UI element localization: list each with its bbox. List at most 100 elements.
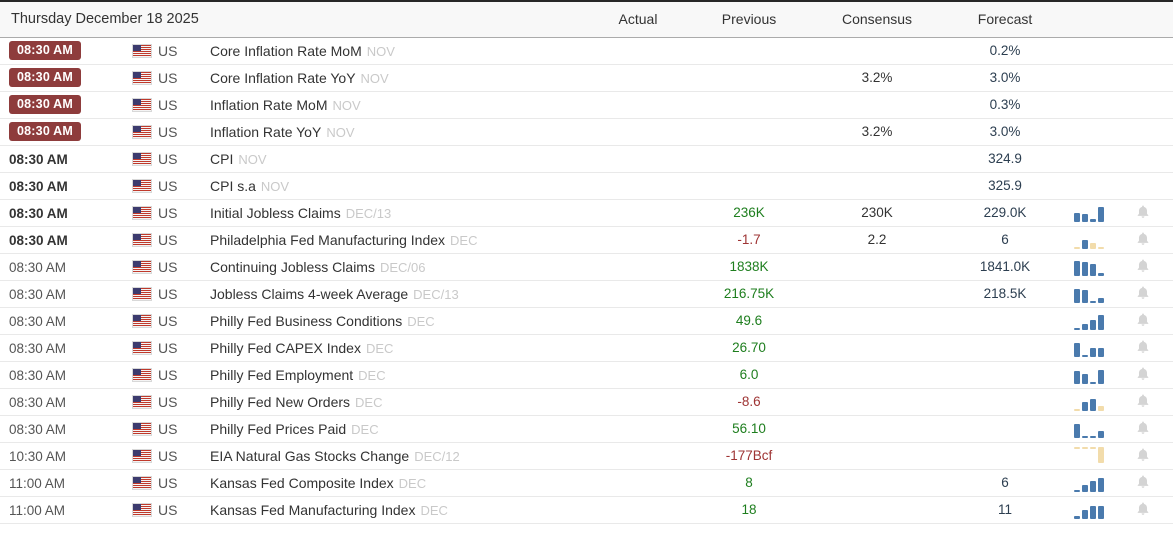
forecast-value[interactable]: 1841.0K <box>944 253 1067 281</box>
previous-value[interactable]: 6.0 <box>688 361 811 389</box>
event-name-link[interactable]: Philadelphia Fed Manufacturing Index <box>210 231 446 248</box>
event-name-link[interactable]: Philly Fed Employment <box>210 366 354 383</box>
previous-value[interactable]: 26.70 <box>688 334 811 362</box>
chart-bar <box>1074 489 1081 492</box>
forecast-value-text[interactable]: 324.9 <box>988 151 1022 166</box>
forecast-value[interactable]: 324.9 <box>944 145 1067 173</box>
chart-cell <box>1066 199 1113 227</box>
bell-icon[interactable] <box>1136 474 1150 489</box>
event-name-link[interactable]: Initial Jobless Claims <box>210 204 341 221</box>
bell-icon[interactable] <box>1136 231 1150 246</box>
previous-value[interactable]: -177Bcf <box>688 442 811 470</box>
event-name-link[interactable]: Inflation Rate MoM <box>210 96 328 113</box>
previous-value[interactable]: 56.10 <box>688 415 811 443</box>
previous-value[interactable]: 8 <box>688 469 811 497</box>
previous-value-text[interactable]: 8 <box>745 475 753 490</box>
calendar-row: 08:30 AM US Jobless Claims 4-week Average D… <box>0 280 1173 308</box>
mini-bar-chart-icon[interactable] <box>1074 474 1105 492</box>
forecast-value[interactable]: 229.0K <box>944 199 1067 227</box>
event-name-link[interactable]: Inflation Rate YoY <box>210 123 322 140</box>
event-name-link[interactable]: Philly Fed Business Conditions <box>210 312 403 329</box>
forecast-value[interactable]: 0.2% <box>944 37 1067 65</box>
forecast-value-text[interactable]: 229.0K <box>983 205 1027 220</box>
bell-icon[interactable] <box>1136 366 1150 381</box>
previous-value[interactable]: 49.6 <box>688 307 811 335</box>
bell-icon[interactable] <box>1136 447 1150 462</box>
forecast-value[interactable]: 3.0% <box>944 64 1067 92</box>
event-name-link[interactable]: Core Inflation Rate YoY <box>210 69 356 86</box>
time-label: 08:30 AM <box>9 232 68 248</box>
forecast-value-text[interactable]: 0.3% <box>989 97 1021 112</box>
forecast-value-text[interactable]: 1841.0K <box>979 259 1031 274</box>
forecast-value[interactable]: 11 <box>944 496 1067 524</box>
country-cell: US <box>123 253 208 281</box>
chart-cell <box>1066 118 1113 146</box>
event-name-link[interactable]: Kansas Fed Manufacturing Index <box>210 501 416 518</box>
bell-icon[interactable] <box>1136 501 1150 516</box>
previous-value-text[interactable]: 26.70 <box>732 340 766 355</box>
forecast-value[interactable]: 325.9 <box>944 172 1067 200</box>
forecast-value-text[interactable]: 218.5K <box>983 286 1027 301</box>
time-label: 11:00 AM <box>9 475 66 491</box>
mini-bar-chart-icon[interactable] <box>1074 393 1105 411</box>
forecast-value-text[interactable]: 0.2% <box>989 43 1021 58</box>
mini-bar-chart-icon[interactable] <box>1074 420 1105 438</box>
previous-value-text[interactable]: -8.6 <box>737 394 761 409</box>
event-name-link[interactable]: Core Inflation Rate MoM <box>210 42 362 59</box>
previous-value-text[interactable]: 18 <box>741 502 757 517</box>
previous-value-text[interactable]: 49.6 <box>735 313 763 328</box>
previous-value[interactable]: -1.7 <box>688 226 811 254</box>
previous-value[interactable]: -8.6 <box>688 388 811 416</box>
bell-icon[interactable] <box>1136 312 1150 327</box>
mini-bar-chart-icon[interactable] <box>1074 285 1105 303</box>
previous-value[interactable]: 1838K <box>688 253 811 281</box>
event-time: 10:30 AM <box>0 442 123 470</box>
previous-value-text[interactable]: 236K <box>733 205 765 220</box>
forecast-value-text[interactable]: 11 <box>998 502 1013 517</box>
previous-value[interactable]: 236K <box>688 199 811 227</box>
previous-value-text[interactable]: 216.75K <box>723 286 775 301</box>
forecast-value[interactable]: 218.5K <box>944 280 1067 308</box>
event-name-link[interactable]: Philly Fed New Orders <box>210 393 351 410</box>
bell-icon[interactable] <box>1136 420 1150 435</box>
calendar-row: 08:30 AM US Philly Fed Employment DEC 6.0 <box>0 361 1173 389</box>
event-name-link[interactable]: Jobless Claims 4-week Average <box>210 285 409 302</box>
forecast-value-text[interactable]: 3.0% <box>989 70 1021 85</box>
event-name-link[interactable]: Philly Fed Prices Paid <box>210 420 347 437</box>
previous-value[interactable]: 216.75K <box>688 280 811 308</box>
forecast-value-text[interactable]: 325.9 <box>988 178 1022 193</box>
event-name-link[interactable]: CPI s.a <box>210 177 256 194</box>
forecast-value-text[interactable]: 6 <box>1001 232 1009 247</box>
bell-icon[interactable] <box>1136 258 1150 273</box>
bell-icon[interactable] <box>1136 204 1150 219</box>
previous-value-text[interactable]: 6.0 <box>739 367 759 382</box>
bell-icon[interactable] <box>1136 285 1150 300</box>
mini-bar-chart-icon[interactable] <box>1074 312 1105 330</box>
mini-bar-chart-icon[interactable] <box>1074 501 1105 519</box>
mini-bar-chart-icon[interactable] <box>1074 258 1105 276</box>
forecast-value[interactable]: 6 <box>944 226 1067 254</box>
event-name-link[interactable]: Kansas Fed Composite Index <box>210 474 394 491</box>
bell-icon[interactable] <box>1136 393 1150 408</box>
event-name-link[interactable]: Philly Fed CAPEX Index <box>210 339 361 356</box>
mini-bar-chart-icon[interactable] <box>1074 446 1105 465</box>
event-name-link[interactable]: CPI <box>210 150 234 167</box>
previous-value-text[interactable]: -177Bcf <box>725 448 773 463</box>
mini-bar-chart-icon[interactable] <box>1074 366 1105 384</box>
event-name-link[interactable]: EIA Natural Gas Stocks Change <box>210 447 410 464</box>
bell-icon[interactable] <box>1136 339 1150 354</box>
forecast-value[interactable]: 6 <box>944 469 1067 497</box>
mini-bar-chart-icon[interactable] <box>1074 231 1105 249</box>
forecast-value-text[interactable]: 3.0% <box>989 124 1021 139</box>
previous-value[interactable]: 18 <box>688 496 811 524</box>
previous-value-text[interactable]: 1838K <box>729 259 769 274</box>
forecast-value[interactable]: 3.0% <box>944 118 1067 146</box>
previous-value-text[interactable]: 56.10 <box>732 421 766 436</box>
consensus-value: 230K <box>810 199 945 227</box>
previous-value-text[interactable]: -1.7 <box>737 232 761 247</box>
forecast-value-text[interactable]: 6 <box>1001 475 1009 490</box>
mini-bar-chart-icon[interactable] <box>1074 339 1105 357</box>
mini-bar-chart-icon[interactable] <box>1074 204 1105 222</box>
event-name-link[interactable]: Continuing Jobless Claims <box>210 258 375 275</box>
forecast-value[interactable]: 0.3% <box>944 91 1067 119</box>
